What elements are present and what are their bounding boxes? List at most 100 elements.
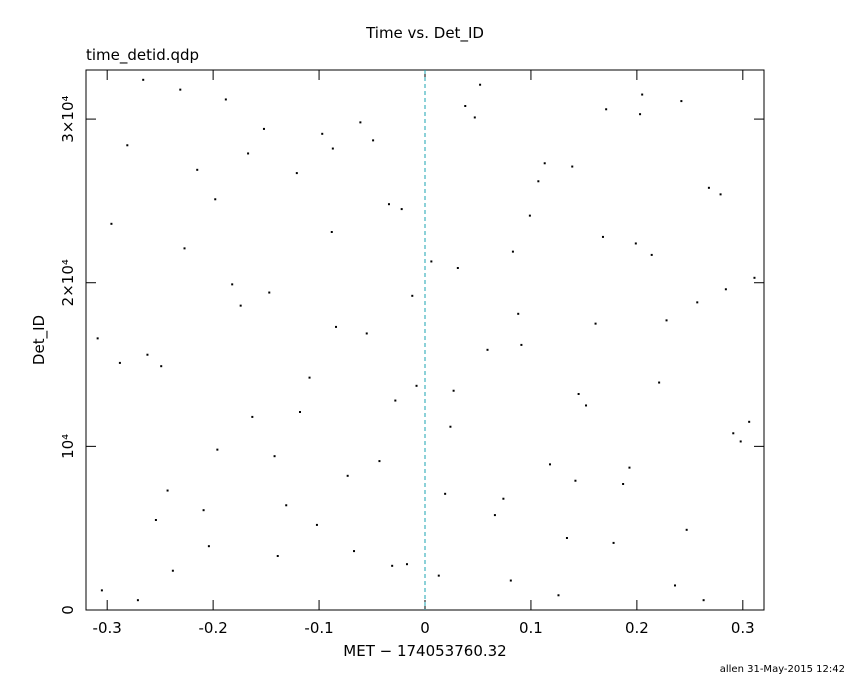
point: [509, 579, 512, 582]
point: [183, 247, 186, 250]
point: [753, 276, 756, 279]
point: [100, 589, 103, 592]
x-axis-label: MET − 174053760.32: [343, 642, 506, 660]
subtitle: time_detid.qdp: [86, 46, 199, 65]
point: [628, 466, 631, 469]
point: [612, 541, 615, 544]
point: [605, 108, 608, 111]
point: [110, 222, 113, 225]
point: [449, 425, 452, 428]
point: [486, 348, 489, 351]
point: [452, 389, 455, 392]
x-tick-label: 0.3: [731, 619, 755, 637]
x-tick-label: -0.3: [93, 619, 122, 637]
chart-title: Time vs. Det_ID: [365, 24, 484, 43]
point: [372, 139, 375, 142]
point: [321, 132, 324, 135]
point: [196, 168, 199, 171]
point: [473, 116, 476, 119]
point: [405, 563, 408, 566]
point: [154, 519, 157, 521]
y-tick-label: 0: [59, 605, 77, 615]
point: [276, 555, 279, 557]
point: [702, 599, 705, 602]
point: [415, 384, 418, 387]
point: [146, 353, 149, 356]
point: [707, 186, 710, 189]
point: [160, 365, 163, 368]
point: [622, 483, 625, 485]
point: [295, 172, 298, 175]
point: [520, 343, 523, 346]
point: [96, 337, 99, 340]
x-tick-label: -0.2: [198, 619, 227, 637]
point: [142, 78, 145, 81]
point: [387, 203, 390, 206]
point: [464, 105, 467, 107]
point: [335, 325, 338, 328]
point: [574, 479, 577, 482]
point: [308, 376, 311, 379]
point: [456, 267, 459, 269]
y-tick-label: 10⁴: [59, 434, 77, 459]
point: [650, 253, 653, 256]
point: [126, 144, 129, 147]
y-axis-label: Det_ID: [30, 315, 49, 365]
point: [365, 332, 368, 335]
point: [394, 399, 397, 402]
point: [537, 180, 540, 183]
x-tick-label: -0.1: [304, 619, 333, 637]
y-tick-label: 2×10⁴: [59, 259, 77, 306]
point: [268, 291, 271, 294]
y-tick-label: 3×10⁴: [59, 95, 77, 142]
point: [528, 214, 531, 217]
point: [674, 584, 677, 587]
point: [748, 420, 751, 423]
point: [430, 260, 433, 263]
point: [511, 250, 514, 253]
point: [216, 448, 219, 451]
point: [571, 165, 574, 168]
point: [641, 93, 644, 96]
point: [594, 322, 597, 325]
point: [493, 514, 496, 517]
point: [166, 489, 169, 492]
point: [639, 113, 642, 116]
point: [224, 98, 227, 101]
point: [543, 162, 546, 165]
point: [262, 127, 265, 130]
point: [658, 381, 661, 384]
point: [315, 523, 318, 526]
point: [665, 319, 668, 322]
point: [285, 504, 288, 507]
point: [680, 100, 683, 103]
footer: allen 31-May-2015 12:42: [720, 664, 845, 675]
point: [251, 415, 254, 418]
point: [685, 528, 688, 531]
point: [739, 440, 742, 443]
point: [359, 121, 362, 124]
point: [171, 569, 174, 572]
point: [353, 550, 356, 553]
point: [179, 88, 182, 91]
point: [202, 509, 205, 512]
point: [231, 283, 234, 286]
point: [411, 294, 414, 297]
point: [214, 198, 217, 201]
point: [502, 497, 505, 500]
point: [696, 301, 699, 304]
point: [601, 235, 604, 238]
point: [577, 393, 580, 395]
point: [273, 455, 276, 458]
point: [207, 545, 210, 548]
point: [136, 599, 139, 602]
point: [444, 492, 447, 495]
point: [400, 208, 403, 211]
point: [298, 411, 301, 413]
point: [549, 463, 552, 466]
point: [437, 574, 440, 577]
x-tick-label: 0: [420, 619, 430, 637]
x-tick-label: 0.2: [625, 619, 649, 637]
point: [719, 193, 722, 196]
